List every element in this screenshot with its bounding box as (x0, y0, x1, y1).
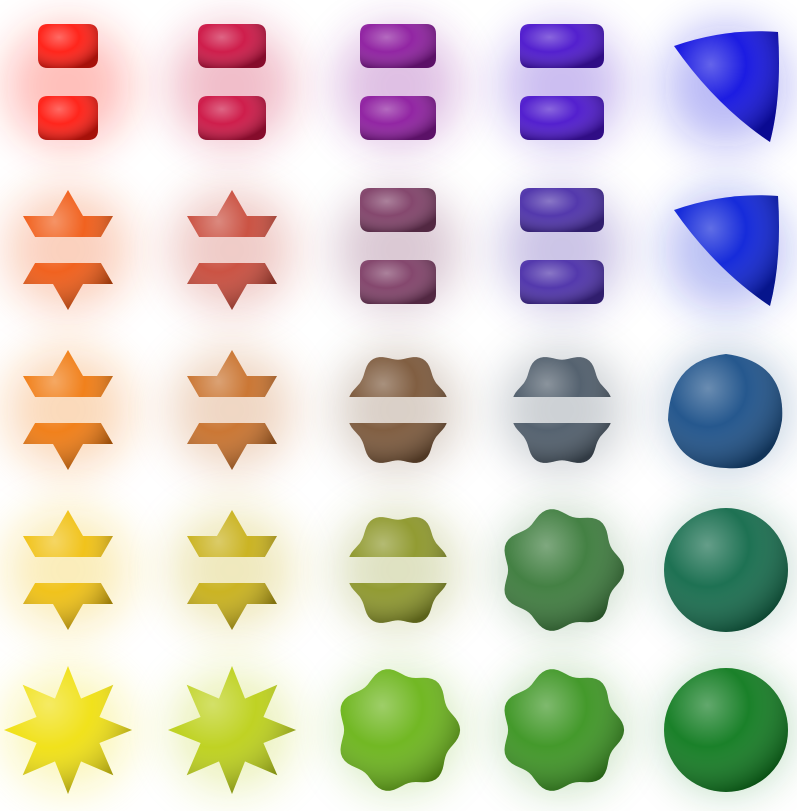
shape-cube-split (520, 24, 604, 140)
upper-half-shape-shading (360, 24, 436, 68)
shape-sphere (664, 508, 788, 632)
shape-blob (668, 354, 783, 469)
shape-cube-split (360, 24, 436, 140)
lower-half-shape-shading (349, 423, 447, 463)
shape-spiky-split (187, 350, 277, 470)
shape-cube-split (198, 24, 266, 140)
upper-half-shape-shading (198, 24, 266, 68)
lower-half-shape-shading (23, 423, 113, 470)
shape-cube-split (38, 24, 98, 140)
upper-half-shape-shading (360, 188, 436, 232)
upper-half-shape-shading (513, 357, 611, 397)
tetrahedron-shape-shading (674, 195, 779, 306)
lower-half-shape-shading (23, 583, 113, 630)
shape-spiky-split (187, 510, 277, 630)
upper-half-shape-shading (349, 517, 447, 557)
spiky-shape-shading (168, 666, 296, 794)
lower-half-shape-shading (349, 583, 447, 623)
shape-spiky-split (187, 190, 277, 310)
shape-tetra (674, 195, 779, 306)
shape-cube-split (360, 188, 436, 304)
shape-lumpy-split (349, 517, 447, 623)
shape-tetra (674, 31, 779, 142)
lower-half-shape-shading (187, 423, 277, 470)
shape-spiky-split (23, 510, 113, 630)
upper-half-shape-shading (520, 24, 604, 68)
upper-half-shape-shading (23, 190, 113, 237)
color-glow (6, 24, 130, 148)
lumpy-shape-shading (504, 509, 625, 631)
upper-half-shape-shading (520, 188, 604, 232)
shape-sphere (664, 668, 788, 792)
upper-half-shape-shading (187, 190, 277, 237)
shape-lumpy (504, 509, 625, 631)
sphere-shading (664, 668, 788, 792)
shape-spiky-split (23, 190, 113, 310)
lumpy-shape-shading (340, 669, 461, 791)
shape-spiky (168, 666, 296, 794)
lower-half-shape-shading (360, 96, 436, 140)
spiky-shape-shading (4, 666, 132, 794)
shape-lumpy (504, 669, 625, 791)
lower-half-shape-shading (513, 423, 611, 463)
lower-half-shape-shading (360, 260, 436, 304)
lower-half-shape-shading (187, 263, 277, 310)
upper-half-shape-shading (23, 350, 113, 397)
lower-half-shape-shading (198, 96, 266, 140)
shape-cube-split (520, 188, 604, 304)
upper-half-shape-shading (187, 350, 277, 397)
shape-lumpy-split (513, 357, 611, 463)
sphere-shading (664, 508, 788, 632)
upper-half-shape-shading (187, 510, 277, 557)
blob-shape-shading (668, 354, 783, 469)
upper-half-shape-shading (23, 510, 113, 557)
lower-half-shape-shading (23, 263, 113, 310)
lower-half-shape-shading (520, 260, 604, 304)
shape-lumpy-split (349, 357, 447, 463)
lower-half-shape-shading (38, 96, 98, 140)
shape-layer (4, 24, 788, 794)
shape-spiky (4, 666, 132, 794)
lower-half-shape-shading (187, 583, 277, 630)
lower-half-shape-shading (520, 96, 604, 140)
tetrahedron-shape-shading (674, 31, 779, 142)
lumpy-shape-shading (504, 669, 625, 791)
shape-lumpy (340, 669, 461, 791)
upper-half-shape-shading (349, 357, 447, 397)
upper-half-shape-shading (38, 24, 98, 68)
shape-spiky-split (23, 350, 113, 470)
